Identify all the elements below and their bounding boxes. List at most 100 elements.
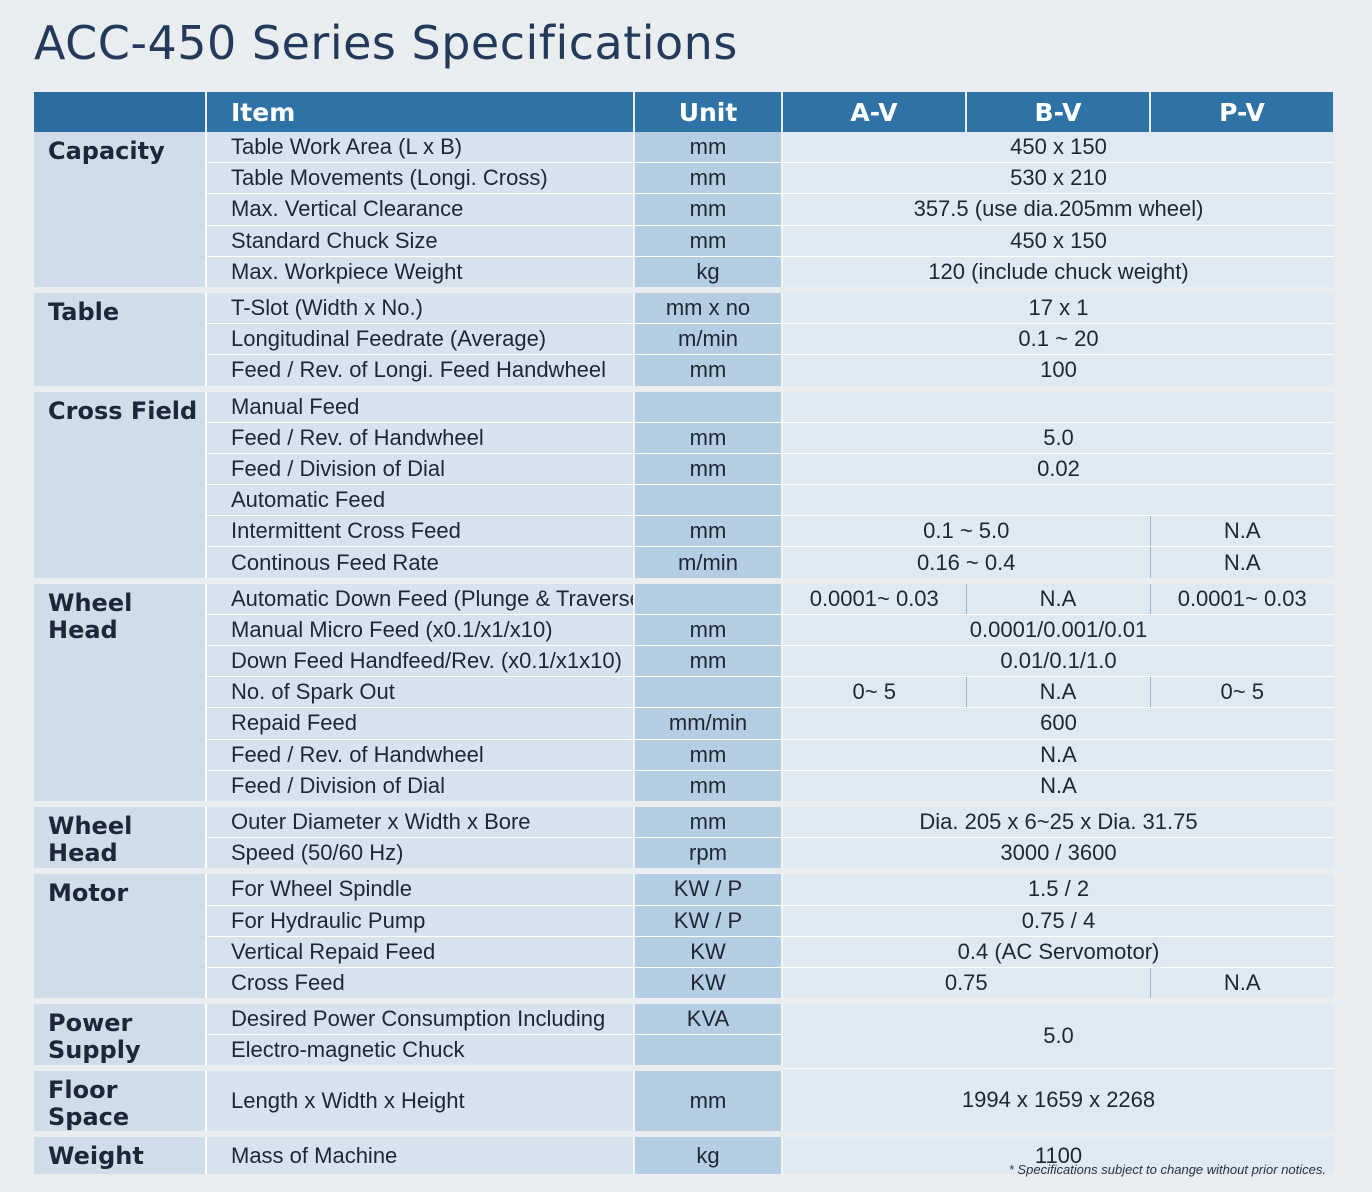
item-cell: Feed / Rev. of Handwheel	[206, 739, 635, 771]
category-label: Wheel Head	[34, 580, 207, 807]
page-title: ACC-450 Series Specifications	[34, 16, 738, 70]
unit-cell: mm	[634, 422, 783, 454]
spec-table: Item Unit A-V B-V P-V Capacity Table Work…	[34, 92, 1335, 1180]
category-label: Motor	[34, 871, 207, 1005]
unit-cell: m/min	[634, 323, 783, 356]
table-row: Max. Vertical Clearance mm 357.5 (use dia.…	[34, 193, 1334, 226]
value-cell: 120 (include chuck weight)	[781, 256, 1334, 293]
value-cell: 0.4 (AC Servomotor)	[781, 936, 1334, 968]
value-cell: N.A	[1149, 515, 1334, 548]
table-row: Floor Space Length x Width x Height mm 1994…	[34, 1068, 1334, 1138]
table-row: Intermittent Cross Feed mm 0.1 ~ 5.0 N.A	[34, 515, 1334, 548]
value-cell: 1.5 / 2	[781, 871, 1334, 906]
value-cell: 357.5 (use dia.205mm wheel)	[781, 193, 1334, 226]
table-row: Continous Feed Rate m/min 0.16 ~ 0.4 N.A	[34, 546, 1334, 584]
value-cell: N.A	[1149, 546, 1334, 584]
value-cell: 0.1 ~ 20	[781, 323, 1334, 356]
value-cell: N.A	[781, 739, 1334, 771]
table-row: Motor For Wheel Spindle KW / P 1.5 / 2	[34, 871, 1334, 1005]
table-row: For Hydraulic Pump KW / P 0.75 / 4	[34, 905, 1334, 937]
table-row: Weight Mass of Machine kg 1100	[34, 1134, 1334, 1180]
table-row: Standard Chuck Size mm 450 x 150	[34, 225, 1334, 257]
table-row: Wheel Head Automatic Down Feed (Plunge & …	[34, 580, 1334, 807]
value-cell: 0.0001/0.001/0.01	[781, 614, 1334, 647]
unit-cell: KW / P	[634, 871, 783, 906]
table-row: No. of Spark Out 0~ 5 N.A 0~ 5	[34, 676, 1334, 709]
category-label: Power Supply	[34, 1001, 207, 1072]
value-cell: Dia. 205 x 6~25 x Dia. 31.75	[781, 803, 1334, 839]
item-cell: Speed (50/60 Hz)	[206, 837, 635, 875]
header-item: Item	[206, 92, 635, 132]
table-row: Vertical Repaid Feed KW 0.4 (AC Servomotor…	[34, 936, 1334, 968]
category-label: Table	[34, 289, 207, 392]
item-cell: Feed / Rev. of Longi. Feed Handwheel	[206, 354, 635, 392]
value-cell	[781, 484, 1334, 517]
header-row: Item Unit A-V B-V P-V	[34, 92, 1335, 132]
unit-cell	[634, 388, 783, 423]
value-cell	[781, 388, 1334, 423]
value-cell: 5.0	[781, 422, 1334, 454]
unit-cell: mm	[634, 1068, 783, 1138]
unit-cell: mm	[634, 225, 783, 257]
value-cell: 0.02	[781, 453, 1334, 486]
item-cell: Max. Vertical Clearance	[206, 193, 635, 226]
value-cell: 100	[781, 354, 1334, 392]
value-cell: 17 x 1	[781, 289, 1334, 325]
spec-body: Capacity Table Work Area (L x B) mm 450 x 1…	[34, 132, 1334, 1180]
item-cell: Table Work Area (L x B)	[206, 132, 635, 164]
unit-cell: mm x no	[634, 289, 783, 325]
item-cell: Feed / Rev. of Handwheel	[206, 422, 635, 454]
table-row: Capacity Table Work Area (L x B) mm 450 x 1…	[34, 132, 1334, 293]
item-cell: Longitudinal Feedrate (Average)	[206, 323, 635, 356]
table-row: Wheel Head Outer Diameter x Width x Bore m…	[34, 803, 1334, 875]
category-label: Floor Space	[34, 1068, 207, 1138]
table-row: Cross Field Manual Feed	[34, 388, 1334, 584]
unit-cell	[634, 676, 783, 709]
table-row: Feed / Rev. of Longi. Feed Handwheel mm 10…	[34, 354, 1334, 392]
unit-cell: mm	[634, 354, 783, 392]
value-cell: 1100	[781, 1134, 1334, 1180]
table-row: Electro-magnetic Chuck	[34, 1034, 1334, 1072]
unit-cell: kg	[634, 1134, 783, 1180]
unit-cell: mm	[634, 645, 783, 678]
value-cell: 3000 / 3600	[781, 837, 1334, 875]
header-category	[34, 92, 207, 132]
table-row: Power Supply Desired Power Consumption In…	[34, 1001, 1334, 1072]
item-cell: Intermittent Cross Feed	[206, 515, 635, 548]
value-cell: 450 x 150	[781, 225, 1334, 257]
unit-cell: mm	[634, 770, 783, 807]
unit-cell: kg	[634, 256, 783, 293]
unit-cell: KVA	[634, 1001, 783, 1036]
unit-cell: mm	[634, 515, 783, 548]
value-cell: 5.0	[781, 1001, 1334, 1069]
item-cell: Electro-magnetic Chuck	[206, 1034, 635, 1072]
item-cell: Manual Micro Feed (x0.1/x1/x10)	[206, 614, 635, 647]
unit-cell: mm	[634, 132, 783, 164]
table-row: Feed / Division of Dial mm 0.02	[34, 453, 1334, 486]
item-cell: Vertical Repaid Feed	[206, 936, 635, 968]
value-cell: 600	[781, 707, 1334, 740]
table-row: Max. Workpiece Weight kg 120 (include chuc…	[34, 256, 1334, 293]
unit-cell: m/min	[634, 546, 783, 584]
table-row: Speed (50/60 Hz) rpm 3000 / 3600	[34, 837, 1334, 875]
value-cell: 0~ 5	[1149, 676, 1334, 709]
unit-cell: KW / P	[634, 905, 783, 937]
unit-cell: mm	[634, 614, 783, 647]
table-row: Manual Micro Feed (x0.1/x1/x10) mm 0.0001/…	[34, 614, 1334, 647]
value-cell: 0.1 ~ 5.0	[781, 515, 1150, 548]
item-cell: Cross Feed	[206, 967, 635, 1005]
table-row: Feed / Rev. of Handwheel mm N.A	[34, 739, 1334, 771]
value-cell: 0.0001~ 0.03	[781, 580, 966, 615]
spec-sheet: Item Unit A-V B-V P-V Capacity Table Work…	[34, 92, 1335, 1180]
header-model-bv: B-V	[966, 92, 1151, 132]
table-row: Automatic Feed	[34, 484, 1334, 517]
value-cell: 0.75	[781, 967, 1150, 1005]
item-cell: No. of Spark Out	[206, 676, 635, 709]
unit-cell	[634, 580, 783, 615]
category-label: Capacity	[34, 132, 207, 293]
value-cell: 1994 x 1659 x 2268	[781, 1068, 1334, 1138]
table-row: Repaid Feed mm/min 600	[34, 707, 1334, 740]
item-cell: For Hydraulic Pump	[206, 905, 635, 937]
footnote: * Specifications subject to change witho…	[1008, 1162, 1326, 1177]
value-cell: N.A	[1149, 967, 1334, 1005]
